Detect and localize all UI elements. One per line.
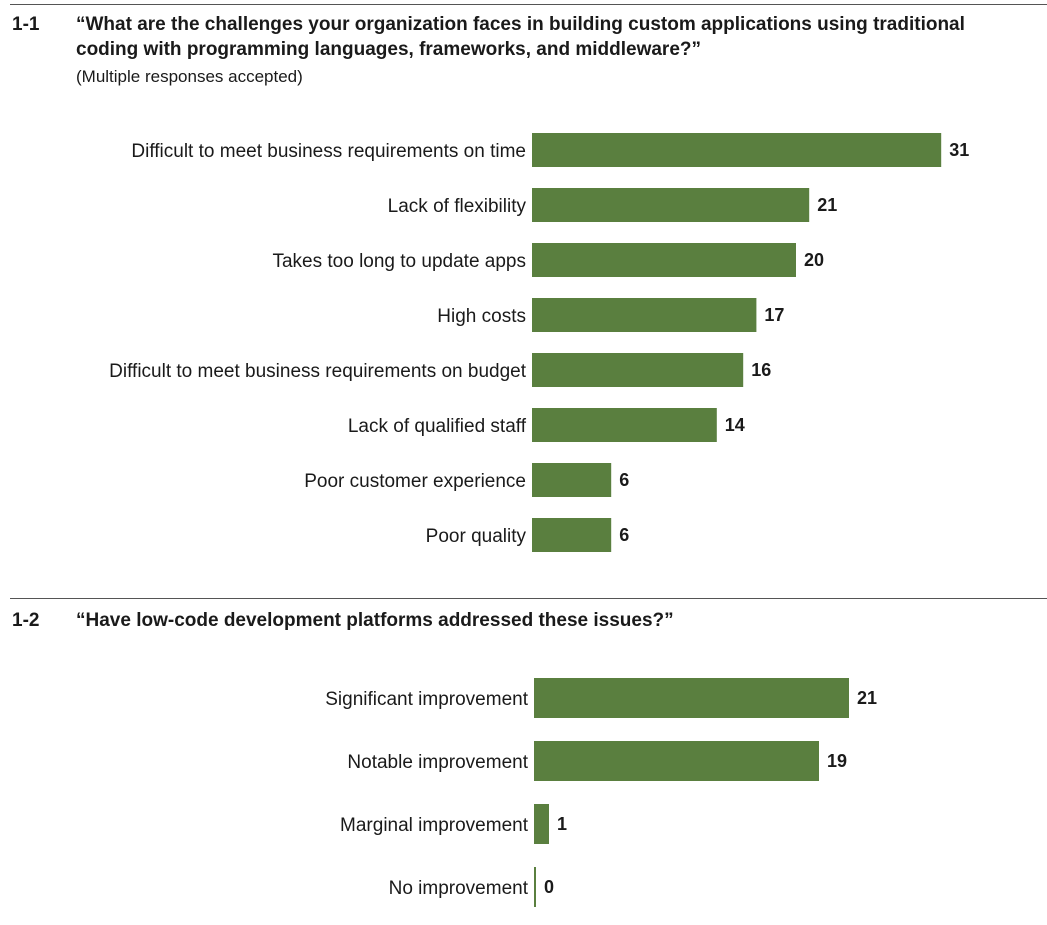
value-label: 6	[619, 525, 629, 545]
category-label: Lack of qualified staff	[348, 416, 527, 437]
figure-number-1-1: 1-1	[12, 14, 40, 35]
category-label: Takes too long to update apps	[272, 251, 526, 272]
value-label: 31	[949, 140, 969, 160]
bar	[534, 678, 849, 718]
value-label: 14	[725, 415, 745, 435]
value-label: 6	[619, 470, 629, 490]
category-label: Difficult to meet business requirements …	[109, 361, 527, 382]
value-label: 17	[764, 305, 784, 325]
value-label: 21	[857, 688, 877, 708]
category-label: Difficult to meet business requirements …	[131, 141, 526, 162]
category-label: No improvement	[389, 878, 529, 899]
chart-2-low-code-improvement: Significant improvement 21 Notable improve…	[325, 678, 877, 907]
top-divider	[10, 4, 1047, 5]
value-label: 20	[804, 250, 824, 270]
bar	[532, 298, 757, 332]
value-label: 16	[751, 360, 771, 380]
bar	[532, 353, 744, 387]
chart-2-title: “Have low-code development platforms add…	[76, 610, 674, 631]
bar	[532, 518, 612, 552]
category-label: Poor quality	[426, 526, 527, 547]
category-label: High costs	[437, 306, 526, 327]
category-label: Significant improvement	[325, 689, 528, 710]
chart-1-title: “What are the challenges your organizati…	[76, 14, 965, 60]
figure-number-1-2: 1-2	[12, 610, 40, 631]
category-label: Notable improvement	[347, 752, 528, 773]
chart-1-subtitle: (Multiple responses accepted)	[76, 67, 303, 86]
value-label: 19	[827, 751, 847, 771]
bar	[534, 804, 549, 844]
value-label: 0	[544, 877, 554, 897]
bar	[534, 741, 819, 781]
bar	[532, 243, 796, 277]
category-label: Lack of flexibility	[388, 196, 527, 217]
bar	[532, 408, 717, 442]
value-label: 21	[817, 195, 837, 215]
category-label: Marginal improvement	[340, 815, 529, 836]
chart-1-challenges: Difficult to meet business requirements …	[109, 133, 969, 552]
category-label: Poor customer experience	[304, 471, 526, 492]
bar	[532, 188, 810, 222]
value-label: 1	[557, 814, 567, 834]
bar	[532, 463, 612, 497]
bar	[532, 133, 942, 167]
section-divider	[10, 598, 1047, 599]
